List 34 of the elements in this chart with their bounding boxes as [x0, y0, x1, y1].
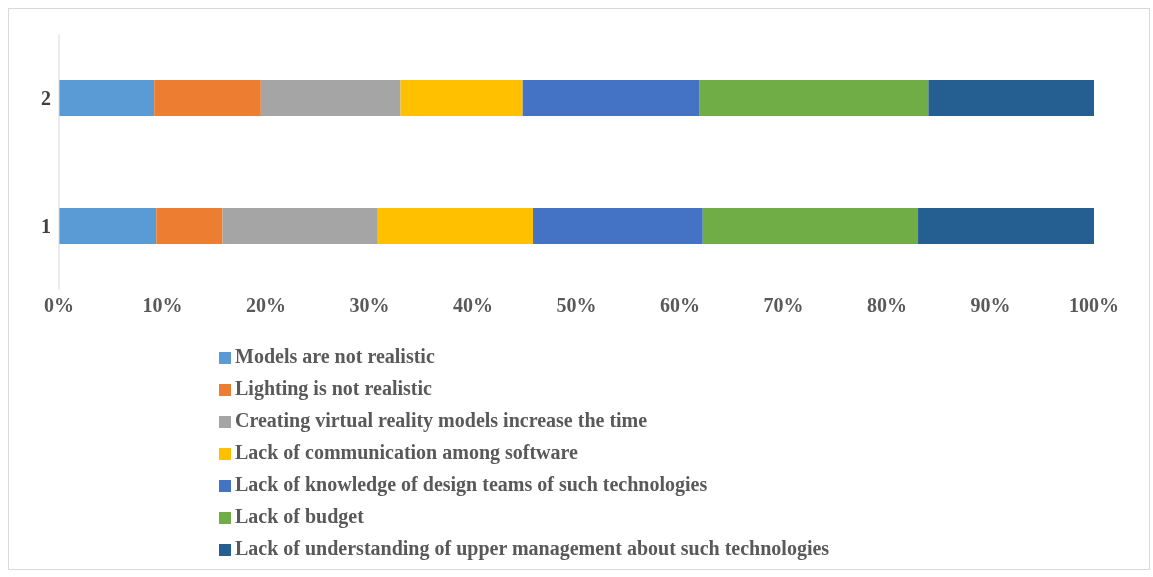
legend-label: Models are not realistic: [235, 345, 435, 367]
legend-label: Lack of budget: [235, 505, 364, 527]
y-tick-label: 1: [41, 215, 51, 238]
x-tick-label: 10%: [142, 294, 183, 317]
x-tick-label: 80%: [867, 294, 907, 317]
bar: [522, 80, 700, 116]
bar: [59, 80, 155, 116]
legend-label: Lack of understanding of upper management about such technologies: [235, 537, 830, 559]
bar: [59, 208, 157, 244]
x-tick-label: 50%: [556, 294, 597, 317]
bar: [156, 208, 223, 244]
bar: [260, 80, 401, 116]
x-tick-label: 30%: [349, 294, 390, 317]
bar: [377, 208, 534, 244]
bar: [400, 80, 523, 116]
bar: [222, 208, 378, 244]
x-tick-label: 60%: [660, 294, 700, 317]
x-tick-label: 70%: [763, 294, 804, 317]
x-tick-label: 40%: [453, 294, 493, 317]
x-tick-label: 20%: [246, 294, 286, 317]
bar: [699, 80, 929, 116]
bar: [154, 80, 261, 116]
legend-label: Lack of communication among software: [235, 441, 578, 463]
y-tick-label: 2: [41, 87, 51, 110]
bar: [918, 208, 1094, 244]
legend-label: Lack of knowledge of design teams of such technologies: [235, 473, 708, 495]
bar: [533, 208, 703, 244]
x-tick-label: 90%: [970, 294, 1011, 317]
legend-label: Lighting is not realistic: [235, 377, 432, 399]
legend-label: Creating virtual reality models increase the time: [235, 409, 648, 431]
x-tick-label: 100%: [1069, 294, 1119, 317]
bar: [928, 80, 1094, 116]
x-tick-label: 0%: [44, 294, 74, 317]
bar: [702, 208, 919, 244]
